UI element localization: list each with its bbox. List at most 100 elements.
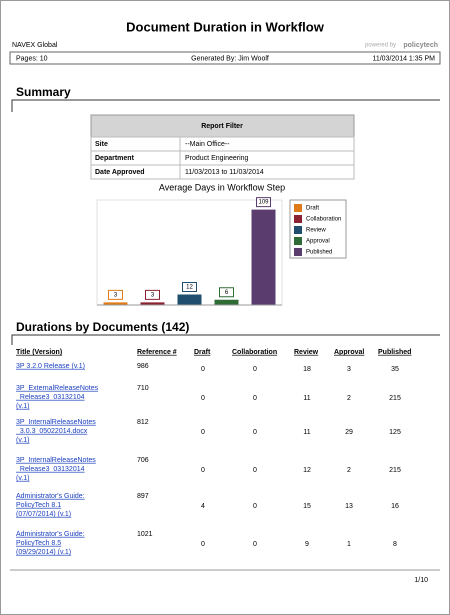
cell-value: 8: [393, 541, 397, 548]
cell-value: 1: [347, 541, 351, 548]
cell-value: 11: [303, 429, 310, 436]
document-link[interactable]: (v.1): [16, 475, 29, 482]
legend-swatch: [294, 248, 302, 256]
cell-value: 12: [303, 467, 311, 474]
cell-value: 29: [345, 429, 353, 436]
cell-value: 215: [389, 467, 401, 474]
legend-label: Published: [306, 250, 332, 256]
page-number: 1/10: [414, 577, 428, 584]
cell-value: 18: [303, 366, 311, 373]
document-link[interactable]: (09/29/2014) (v.1): [16, 549, 71, 556]
legend-swatch: [294, 237, 302, 245]
cell-value: 2: [347, 467, 351, 474]
value-label: 3: [151, 292, 155, 298]
reference: 986: [137, 363, 149, 370]
document-link[interactable]: 3P_InternalReleaseNotes: [16, 457, 96, 464]
value-label: 3: [114, 292, 118, 298]
document-link[interactable]: (v.1): [16, 437, 29, 444]
value-label-box: [256, 197, 271, 208]
filter-label: Site: [95, 141, 108, 148]
cell-value: 0: [201, 467, 205, 474]
bar: [140, 302, 165, 305]
legend-label: Collaboration: [306, 217, 341, 223]
cell-value: 13: [345, 503, 353, 510]
filter-value: 11/03/2013 to 11/03/2014: [185, 169, 264, 176]
document-link[interactable]: 3P_InternalReleaseNotes: [16, 419, 96, 426]
legend-swatch: [294, 204, 302, 212]
cell-value: 2: [347, 395, 351, 402]
cell-value: 0: [201, 366, 205, 373]
filter-label: Department: [95, 155, 135, 162]
value-label-box: [108, 289, 123, 300]
info-bar: [9, 51, 441, 65]
legend-swatch: [294, 226, 302, 234]
cell-value: 215: [389, 395, 401, 402]
column-header: Approval: [334, 349, 364, 356]
cell-value: 15: [303, 503, 311, 510]
document-link[interactable]: (07/07/2014) (v.1): [16, 511, 71, 518]
filter-row: [90, 164, 355, 180]
column-header: Review: [294, 349, 319, 356]
document-link[interactable]: Administrator's Guide:: [16, 531, 85, 538]
filter-title: Report Filter: [201, 123, 243, 130]
chart-title: Average Days in Workflow Step: [159, 182, 285, 192]
cell-value: 4: [201, 503, 205, 510]
document-link[interactable]: _Release3_03132014: [15, 466, 85, 473]
cell-value: 0: [201, 429, 205, 436]
document-link[interactable]: _Release3_03132104: [15, 394, 85, 401]
value-label-box: [219, 287, 234, 298]
generated-by: Generated By: Jim Woolf: [191, 55, 269, 62]
brand: policytech: [403, 42, 438, 49]
column-header: Draft: [194, 349, 211, 356]
report-title: Document Duration in Workflow: [126, 19, 325, 34]
document-link[interactable]: 3P 3.2.0 Release (v.1): [16, 363, 85, 370]
cell-value: 0: [253, 429, 257, 436]
bar: [251, 209, 276, 305]
filter-label: Date Approved: [95, 169, 145, 176]
cell-value: 9: [305, 541, 309, 548]
summary-heading: Summary: [16, 85, 71, 99]
legend-swatch: [294, 215, 302, 223]
legend-label: Review: [306, 228, 326, 234]
legend-label: Approval: [306, 239, 330, 245]
document-link[interactable]: Administrator's Guide:: [16, 493, 85, 500]
reference: 812: [137, 419, 149, 426]
filter-value: --Main Office--: [185, 141, 230, 148]
column-header: Collaboration: [232, 349, 277, 356]
cell-value: 0: [253, 395, 257, 402]
column-header: Published: [378, 349, 411, 356]
cell-value: 0: [253, 541, 257, 548]
document-link[interactable]: PolicyTech 8.1: [16, 502, 61, 509]
value-label-box: [145, 289, 160, 300]
value-label: 12: [186, 285, 193, 291]
powered-by: powered by: [365, 43, 396, 49]
section-rule: [11, 99, 440, 112]
cell-value: 0: [201, 541, 205, 548]
value-label-box: [182, 282, 197, 292]
document-link[interactable]: _3.0.3_05022014.docx: [15, 428, 88, 435]
reference: 710: [137, 385, 149, 392]
value-label: 109: [258, 200, 269, 206]
cell-value: 3: [347, 366, 351, 373]
document-link[interactable]: (v.1): [16, 403, 29, 410]
section-rule: [11, 334, 440, 345]
cell-value: 35: [391, 366, 399, 373]
durations-heading: Durations by Documents (142): [16, 320, 189, 334]
pages: Pages: 10: [16, 55, 48, 62]
reference: 706: [137, 457, 149, 464]
cell-value: 11: [303, 395, 310, 402]
document-link[interactable]: PolicyTech 8.5: [16, 540, 61, 547]
cell-value: 0: [201, 395, 205, 402]
legend-label: Draft: [306, 206, 319, 212]
document-link[interactable]: 3P_ExternalReleaseNotes: [16, 385, 99, 392]
column-header: Reference #: [137, 349, 177, 356]
value-label: 6: [225, 290, 229, 296]
reference: 1021: [137, 531, 153, 538]
generated-at: 11/03/2014 1:35 PM: [372, 55, 435, 62]
bar: [177, 294, 202, 305]
filter-value: Product Engineering: [185, 155, 249, 162]
cell-value: 16: [391, 503, 399, 510]
cell-value: 0: [253, 467, 257, 474]
